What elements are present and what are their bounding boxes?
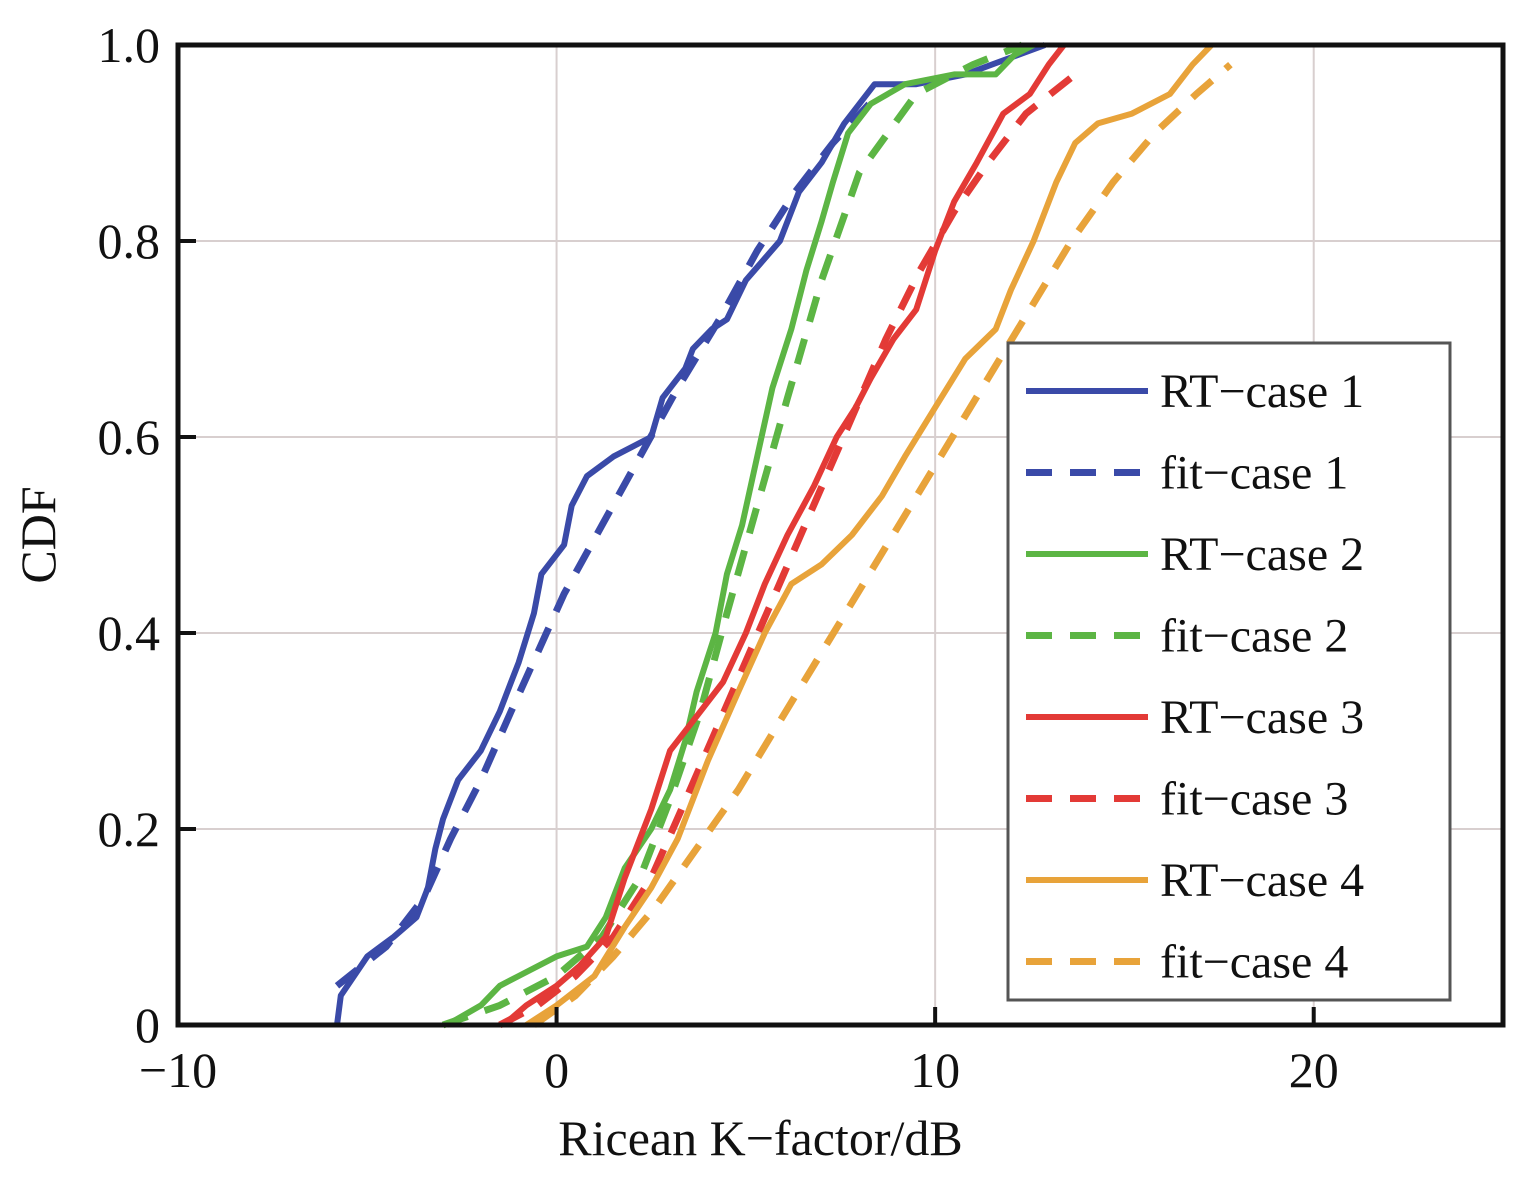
legend-label-5: RT−case 3 <box>1160 691 1364 744</box>
legend: RT−case 1 fit−case 1 RT−case 2 fit−case 2 RT… <box>1006 341 1452 1002</box>
series-line-7 <box>524 42 1214 1028</box>
y-axis-label: CDF <box>10 486 66 583</box>
y-tick-label: 0.6 <box>98 409 161 465</box>
legend-label-1: RT−case 1 <box>1160 365 1364 418</box>
series-line-6 <box>498 71 1078 1029</box>
legend-label-7: RT−case 4 <box>1160 854 1364 907</box>
legend-label-8: fit−case 4 <box>1160 936 1348 989</box>
plot-frame <box>175 42 1506 1028</box>
x-tick-label: 20 <box>1289 1042 1339 1098</box>
x-tick-label: 10 <box>910 1042 960 1098</box>
y-tick-label: 0.8 <box>98 213 161 269</box>
y-tick-label: 0.2 <box>98 801 161 857</box>
series-line-1 <box>334 42 1046 1026</box>
x-tick-label: 0 <box>544 1042 569 1098</box>
y-tick-label: 0.4 <box>98 605 161 661</box>
x-tick-label: −10 <box>139 1042 217 1098</box>
legend-label-2: fit−case 1 <box>1160 447 1348 500</box>
series-line-5 <box>501 43 1067 1028</box>
legend-label-6: fit−case 3 <box>1160 773 1348 826</box>
legend-box <box>1006 341 1452 1002</box>
series-line-2 <box>334 91 881 989</box>
legend-label-3: RT−case 2 <box>1160 528 1364 581</box>
grid <box>178 45 1503 1025</box>
x-axis-label: Ricean K−factor/dB <box>558 1110 962 1166</box>
legend-label-4: fit−case 2 <box>1160 610 1348 663</box>
y-tick-label: 0 <box>135 997 160 1053</box>
y-tick-label: 1.0 <box>98 17 161 73</box>
series-lines <box>334 41 1233 1029</box>
series-line-3 <box>445 42 1035 1028</box>
series-line-4 <box>441 41 1024 1029</box>
series-line-8 <box>531 61 1233 1028</box>
